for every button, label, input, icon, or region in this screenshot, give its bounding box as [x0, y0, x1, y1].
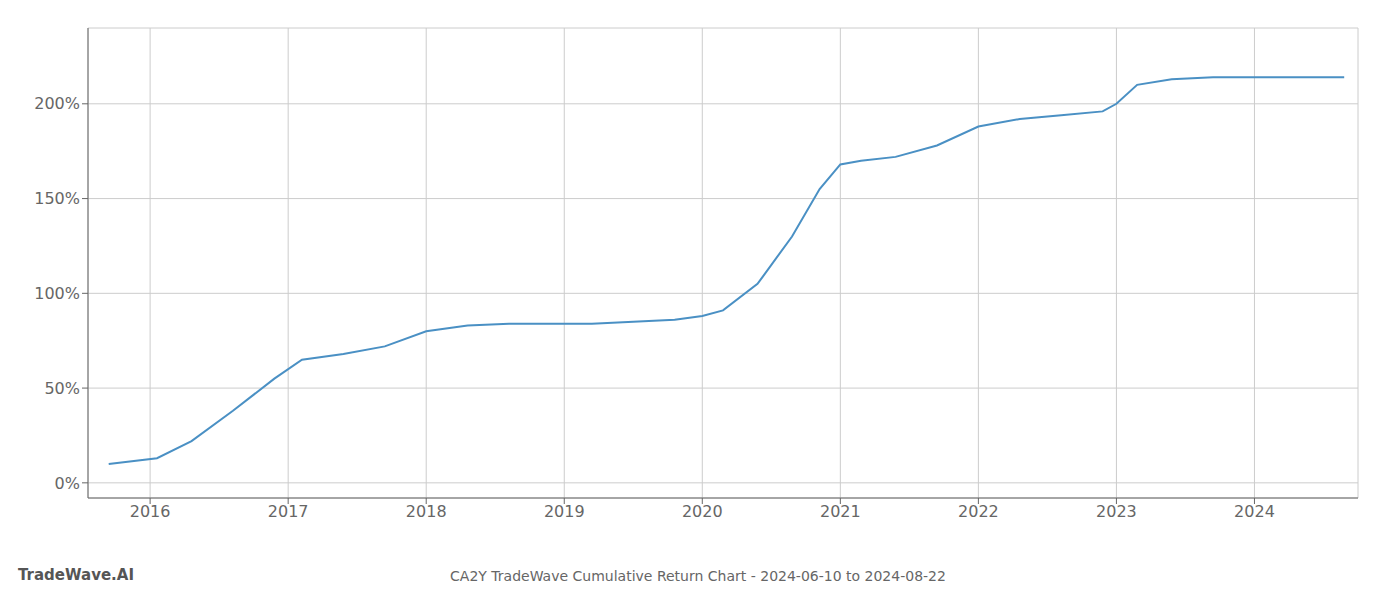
svg-text:2020: 2020 — [682, 502, 723, 521]
svg-text:100%: 100% — [34, 284, 80, 303]
svg-text:2019: 2019 — [544, 502, 585, 521]
svg-text:2022: 2022 — [958, 502, 999, 521]
svg-text:200%: 200% — [34, 94, 80, 113]
html-text:CA2Y TradeWave Cumulative Retu: CA2Y TradeWave Cumulative Return Chart -… — [450, 568, 946, 584]
svg-text:2023: 2023 — [1096, 502, 1137, 521]
svg-text:50%: 50% — [44, 379, 80, 398]
svg-text:150%: 150% — [34, 189, 80, 208]
svg-text:2024: 2024 — [1234, 502, 1275, 521]
svg-text:0%: 0% — [55, 474, 80, 493]
html-text:TradeWave.AI: TradeWave.AI — [18, 566, 134, 584]
svg-text:2021: 2021 — [820, 502, 861, 521]
svg-text:2016: 2016 — [130, 502, 171, 521]
svg-text:2018: 2018 — [406, 502, 447, 521]
svg-text:2017: 2017 — [268, 502, 309, 521]
